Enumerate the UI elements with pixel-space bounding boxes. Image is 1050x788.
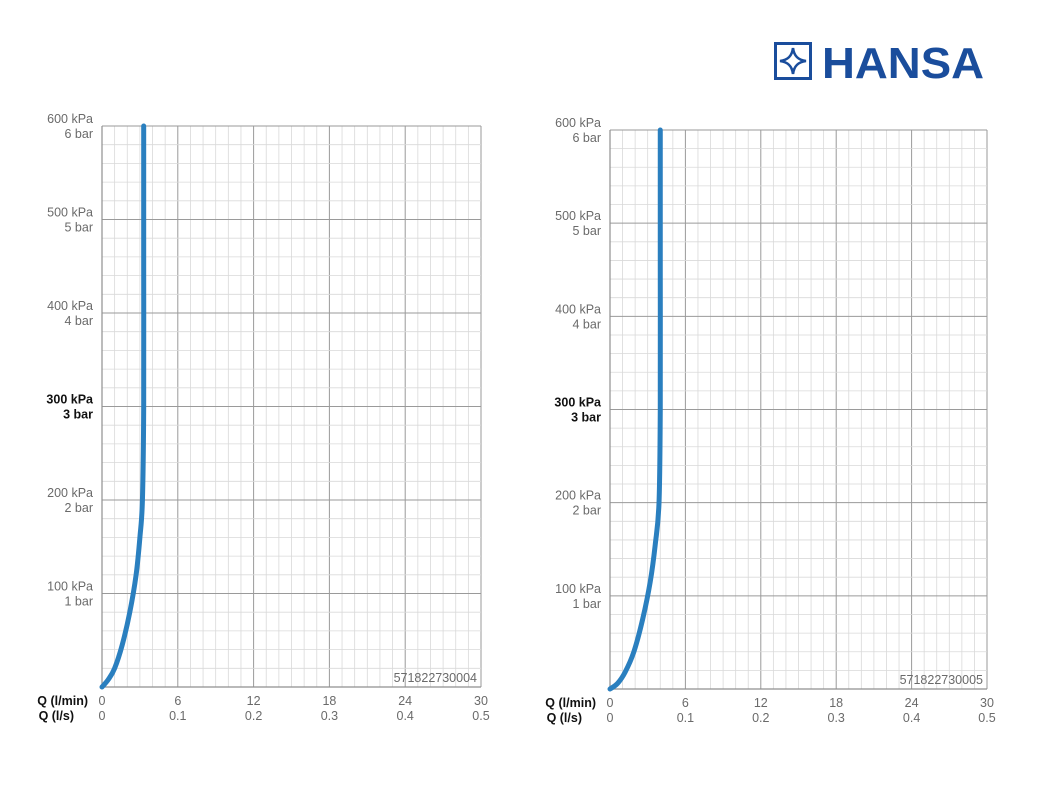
- x-axis-title-ls: Q (l/s): [39, 709, 74, 723]
- y-tick-label-kpa: 600 kPa: [47, 112, 93, 126]
- y-tick-label-bar: 4 bar: [65, 314, 94, 328]
- y-tick-label-bar: 1 bar: [573, 597, 602, 611]
- y-tick-label-bar: 6 bar: [65, 127, 94, 141]
- x-tick-label-ls: 0.5: [472, 709, 489, 723]
- flow-curve-line: [99, 123, 147, 690]
- product-code: 571822730005: [900, 673, 983, 687]
- x-tick-label-ls: 0: [607, 711, 614, 725]
- x-axis-title-lmin: Q (l/min): [37, 694, 88, 708]
- x-tick-label-lmin: 6: [682, 696, 689, 710]
- x-tick-label-lmin: 30: [474, 694, 488, 708]
- y-tick-label-kpa: 500 kPa: [555, 209, 601, 223]
- x-tick-label-ls: 0.4: [903, 711, 920, 725]
- flow-curve-line: [607, 127, 663, 692]
- x-tick-label-lmin: 18: [322, 694, 336, 708]
- x-tick-label-lmin: 12: [754, 696, 768, 710]
- x-axis-title-ls: Q (l/s): [547, 711, 582, 725]
- y-tick-label-bar: 3 bar: [63, 408, 93, 422]
- y-tick-label-kpa: 100 kPa: [47, 580, 93, 594]
- y-tick-label-bar: 4 bar: [573, 317, 602, 331]
- x-tick-label-lmin: 30: [980, 696, 994, 710]
- x-tick-label-lmin: 12: [247, 694, 261, 708]
- x-tick-label-lmin: 24: [905, 696, 919, 710]
- x-tick-label-ls: 0.3: [828, 711, 845, 725]
- x-axis-title-lmin: Q (l/min): [545, 696, 596, 710]
- y-tick-label-bar: 2 bar: [573, 504, 602, 518]
- x-tick-label-lmin: 18: [829, 696, 843, 710]
- x-tick-label-lmin: 0: [607, 696, 614, 710]
- x-tick-label-ls: 0.5: [978, 711, 995, 725]
- x-tick-label-lmin: 0: [99, 694, 106, 708]
- y-tick-label-bar: 5 bar: [573, 224, 602, 238]
- hansa-emblem-icon: [774, 42, 812, 80]
- grid: [102, 125, 482, 687]
- y-tick-label-bar: 5 bar: [65, 221, 94, 235]
- y-tick-label-kpa: 100 kPa: [555, 582, 601, 596]
- grid: [610, 129, 988, 689]
- hansa-logo: HANSA: [774, 42, 986, 82]
- x-tick-label-lmin: 6: [174, 694, 181, 708]
- x-tick-label-lmin: 24: [398, 694, 412, 708]
- x-tick-label-ls: 0.4: [397, 709, 414, 723]
- x-tick-label-ls: 0: [99, 709, 106, 723]
- y-tick-label-kpa: 600 kPa: [555, 116, 601, 130]
- y-tick-label-bar: 3 bar: [571, 411, 601, 425]
- y-tick-label-bar: 1 bar: [65, 595, 94, 609]
- x-tick-label-ls: 0.2: [245, 709, 262, 723]
- y-tick-label-kpa: 300 kPa: [46, 393, 94, 407]
- product-code: 571822730004: [394, 671, 477, 685]
- y-tick-label-kpa: 400 kPa: [47, 299, 93, 313]
- y-tick-label-kpa: 400 kPa: [555, 302, 601, 316]
- y-tick-label-kpa: 200 kPa: [555, 489, 601, 503]
- y-tick-label-kpa: 200 kPa: [47, 486, 93, 500]
- y-tick-label-bar: 2 bar: [65, 501, 94, 515]
- x-tick-label-ls: 0.1: [169, 709, 186, 723]
- y-tick-label-kpa: 300 kPa: [554, 396, 602, 410]
- x-tick-label-ls: 0.3: [321, 709, 338, 723]
- y-tick-label-kpa: 500 kPa: [47, 206, 93, 220]
- y-tick-label-bar: 6 bar: [573, 131, 602, 145]
- x-tick-label-ls: 0.2: [752, 711, 769, 725]
- hansa-wordmark: HANSA: [822, 42, 984, 82]
- x-tick-label-ls: 0.1: [677, 711, 694, 725]
